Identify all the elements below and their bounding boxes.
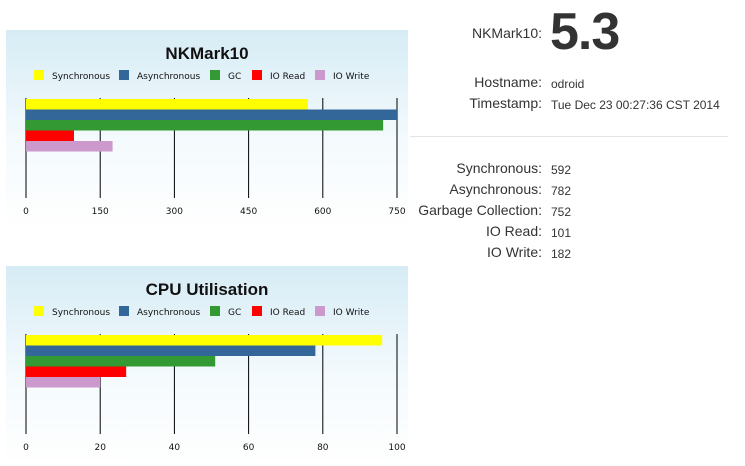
legend-swatch xyxy=(315,70,325,80)
score-value: 5.3 xyxy=(550,3,620,61)
result-row-garbage-collection: Garbage Collection: xyxy=(342,202,542,222)
tick-label: 20 xyxy=(94,443,106,453)
legend-item: IO Read xyxy=(252,306,305,318)
legend-swatch xyxy=(252,70,262,80)
bar-io-read xyxy=(26,366,127,377)
legend-item: IO Read xyxy=(252,70,305,82)
result-label: Garbage Collection: xyxy=(418,202,542,218)
legend-label: Synchronous xyxy=(52,308,110,318)
result-value: 782 xyxy=(551,184,572,198)
legend-swatch xyxy=(252,306,262,316)
bar-io-read xyxy=(26,130,74,141)
legend-label: IO Write xyxy=(333,72,370,82)
bar-synchronous xyxy=(26,335,383,346)
legend-label: Synchronous xyxy=(52,72,110,82)
result-label: Asynchronous: xyxy=(449,181,542,197)
tick-label: 150 xyxy=(92,207,109,217)
legend-label: Asynchronous xyxy=(137,308,200,318)
nkmark10-chart: NKMark10 Synchronous Asynchronous GC IO Read… xyxy=(6,30,408,230)
legend-item: Asynchronous xyxy=(119,70,200,82)
legend-item: GC xyxy=(210,306,241,318)
legend-swatch xyxy=(119,70,129,80)
tick-label: 80 xyxy=(317,443,329,453)
tick-label: 40 xyxy=(169,443,181,453)
hostname-label: Hostname: xyxy=(474,74,542,90)
bar-io-write xyxy=(26,377,101,388)
legend-item: IO Write xyxy=(315,70,370,82)
chart-title: CPU Utilisation xyxy=(146,280,269,299)
bar-asynchronous xyxy=(26,345,316,356)
legend-swatch xyxy=(34,306,44,316)
result-value: 101 xyxy=(551,226,572,240)
chart-svg: NKMark10 Synchronous Asynchronous GC IO Read… xyxy=(6,30,408,230)
chart-svg: CPU Utilisation Synchronous Asynchronous GC… xyxy=(6,266,408,466)
tick-label: 750 xyxy=(388,207,405,217)
bar-gc xyxy=(26,356,216,367)
timestamp-value: Tue Dec 23 00:27:36 CST 2014 xyxy=(551,98,720,112)
legend-item: IO Write xyxy=(315,306,370,318)
legend-label: GC xyxy=(228,72,241,82)
result-label: Synchronous: xyxy=(456,160,542,176)
result-label: IO Write: xyxy=(487,244,542,260)
bar-synchronous xyxy=(26,99,308,110)
result-value: 592 xyxy=(551,163,572,177)
legend-label: GC xyxy=(228,308,241,318)
legend-label: IO Write xyxy=(333,308,370,318)
legend-label: IO Read xyxy=(270,308,305,318)
tick-label: 0 xyxy=(23,443,29,453)
result-row-synchronous: Synchronous: xyxy=(342,160,542,180)
legend-item: GC xyxy=(210,70,241,82)
divider xyxy=(410,136,728,137)
legend-swatch xyxy=(34,70,44,80)
result-value: 182 xyxy=(551,247,572,261)
legend-swatch xyxy=(119,306,129,316)
result-value: 752 xyxy=(551,205,572,219)
legend-swatch xyxy=(210,306,220,316)
legend-item: Asynchronous xyxy=(119,306,200,318)
timestamp-row: Timestamp: xyxy=(342,95,542,115)
cpu-utilisation-chart: CPU Utilisation Synchronous Asynchronous GC… xyxy=(6,266,408,466)
tick-label: 300 xyxy=(166,207,183,217)
tick-label: 60 xyxy=(243,443,255,453)
hostname-row: Hostname: xyxy=(342,74,542,94)
legend-swatch xyxy=(210,70,220,80)
bar-gc xyxy=(26,120,384,131)
tick-label: 450 xyxy=(240,207,257,217)
legend-label: Asynchronous xyxy=(137,72,200,82)
result-label: IO Read: xyxy=(485,223,542,239)
bar-asynchronous xyxy=(26,109,397,120)
score-label: NKMark10: xyxy=(471,25,542,41)
bar-io-write xyxy=(26,141,113,152)
result-row-io-write: IO Write: xyxy=(342,244,542,264)
result-row-io-read: IO Read: xyxy=(342,223,542,243)
legend-item: Synchronous xyxy=(34,70,110,82)
legend-item: Synchronous xyxy=(34,306,110,318)
legend-swatch xyxy=(315,306,325,316)
timestamp-label: Timestamp: xyxy=(469,95,542,111)
hostname-value: odroid xyxy=(551,77,585,91)
tick-label: 100 xyxy=(388,443,405,453)
chart-title: NKMark10 xyxy=(165,44,248,63)
legend-label: IO Read xyxy=(270,72,305,82)
result-row-asynchronous: Asynchronous: xyxy=(342,181,542,201)
tick-label: 600 xyxy=(314,207,331,217)
tick-label: 0 xyxy=(23,207,29,217)
